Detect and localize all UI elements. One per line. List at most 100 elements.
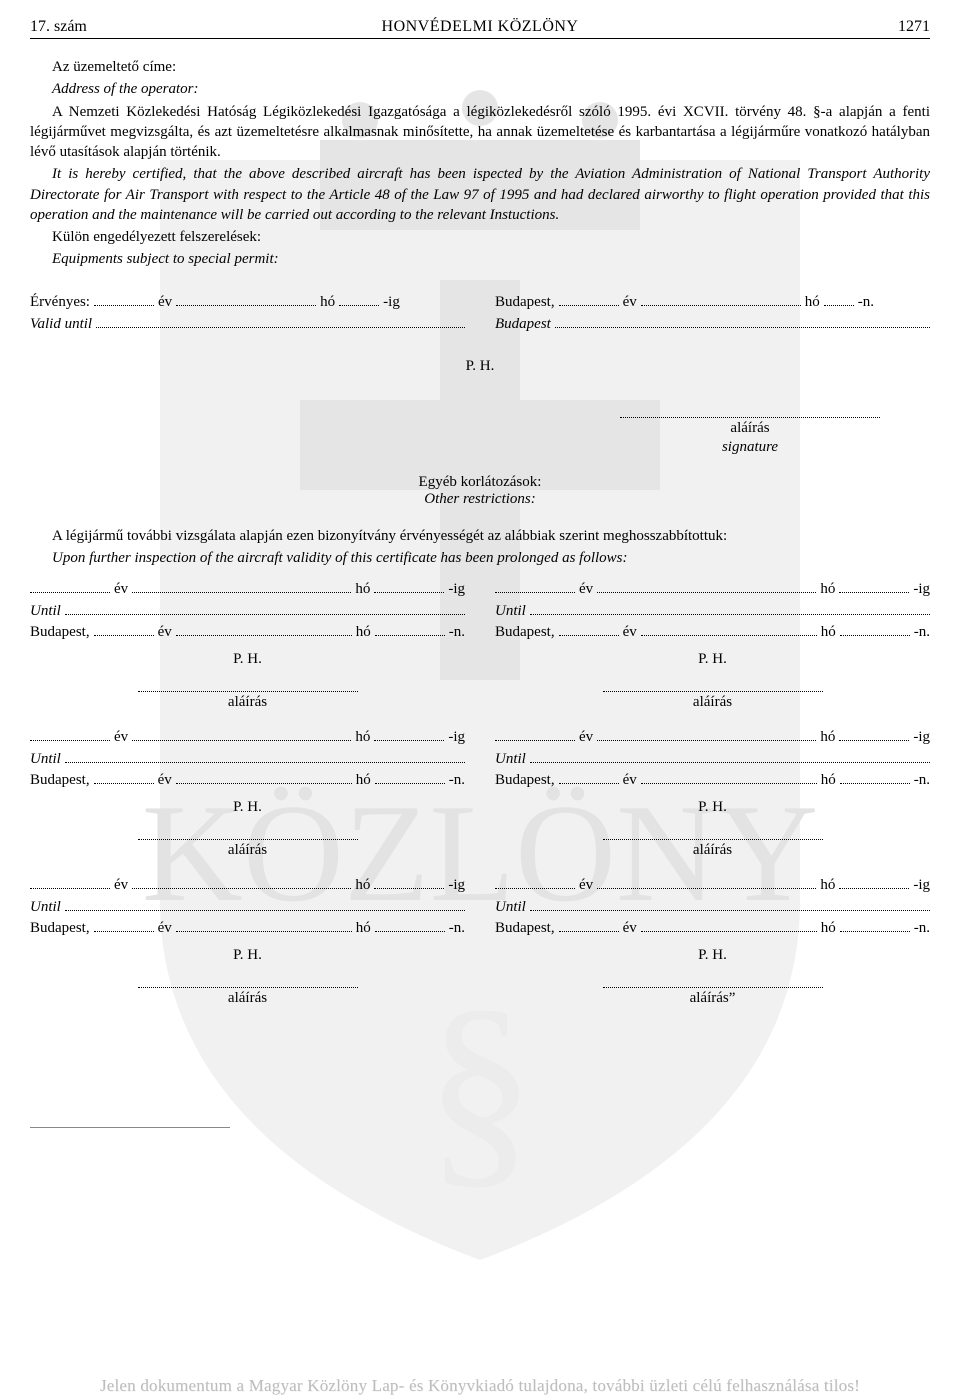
dots [559, 771, 619, 785]
budapest-ev: év [623, 294, 637, 311]
signature-line [603, 826, 823, 840]
extension-cell: év hó -ig Until Budapest, év hó -n. P. H… [495, 571, 930, 711]
extension-grid: év hó -ig Until Budapest, év hó -n. P. H… [30, 571, 930, 1007]
dots [65, 749, 465, 763]
dots [30, 728, 110, 742]
dots [495, 876, 575, 890]
prolong-en: Upon further inspection of the aircraft … [30, 548, 930, 568]
footer-rule [30, 1127, 230, 1128]
header-page-number: 1271 [810, 18, 930, 36]
budapest-ho: hó [805, 294, 820, 311]
budapest-n: -n. [858, 294, 874, 311]
prolong-hu: A légijármű további vizsgálata alapján e… [30, 526, 930, 546]
dots [597, 728, 816, 742]
dots [641, 623, 817, 637]
dots [839, 580, 909, 594]
ph-label: P. H. [30, 799, 465, 816]
signature-hu: aláírás [30, 842, 465, 859]
header-title: HONVÉDELMI KÖZLÖNY [150, 18, 810, 36]
dots [597, 876, 816, 890]
dots [840, 623, 910, 637]
ph-label: P. H. [495, 799, 930, 816]
dots [65, 601, 465, 615]
signature-line [138, 678, 358, 692]
dots [374, 876, 444, 890]
operator-title-en: Address of the operator: [30, 79, 930, 99]
dots [840, 919, 910, 933]
page-header: 17. szám HONVÉDELMI KÖZLÖNY 1271 [30, 18, 930, 39]
dots [641, 771, 817, 785]
footer-text: Jelen dokumentum a Magyar Közlöny Lap- é… [0, 1376, 960, 1396]
signature-hu: aláírás [495, 694, 930, 711]
dots [839, 876, 909, 890]
dots [339, 293, 379, 307]
other-restrictions-en: Other restrictions: [30, 491, 930, 508]
dots [375, 919, 445, 933]
signature-line [603, 974, 823, 988]
dots [176, 623, 352, 637]
ph-label: P. H. [495, 947, 930, 964]
extension-cell: év hó -ig Until Budapest, év hó -n. P. H… [495, 719, 930, 859]
signature-line [603, 678, 823, 692]
dots [839, 728, 909, 742]
dots [94, 623, 154, 637]
budapest-hu: Budapest, [495, 294, 555, 311]
dots [132, 876, 351, 890]
other-restrictions: Egyéb korlátozások: Other restrictions: [30, 474, 930, 508]
dots [641, 919, 817, 933]
signature-hu: aláírás [570, 420, 930, 437]
signature-hu: aláírás [495, 842, 930, 859]
signature-en: signature [570, 439, 930, 456]
signature-hu: aláírás” [495, 990, 930, 1007]
dots [30, 580, 110, 594]
extension-cell: év hó -ig Until Budapest, év hó -n. P. H… [495, 867, 930, 1007]
dots [375, 771, 445, 785]
dots [96, 314, 465, 328]
dots [559, 919, 619, 933]
ph-label: P. H. [30, 651, 465, 668]
extension-cell: év hó -ig Until Budapest, év hó -n. P. H… [30, 867, 465, 1007]
valid-ev: év [158, 294, 172, 311]
dots [94, 293, 154, 307]
cert-para-en: It is hereby certified, that the above d… [30, 164, 930, 225]
dots [374, 580, 444, 594]
dots [495, 580, 575, 594]
dots [495, 728, 575, 742]
valid-label-hu: Érvényes: [30, 294, 90, 311]
dots [176, 771, 352, 785]
operator-title-hu: Az üzemeltető címe: [30, 57, 930, 77]
valid-label-en: Valid until [30, 316, 92, 333]
valid-ho: hó [320, 294, 335, 311]
equip-hu: Külön engedélyezett felszerelések: [30, 227, 930, 247]
dots [641, 293, 801, 307]
equip-en: Equipments subject to special permit: [30, 249, 930, 269]
other-restrictions-hu: Egyéb korlátozások: [30, 474, 930, 491]
dots [94, 919, 154, 933]
dots [375, 623, 445, 637]
budapest-block: Budapest, év hó -n. Budapest [495, 290, 930, 336]
budapest-en: Budapest [495, 316, 551, 333]
ph-label: P. H. [30, 358, 930, 375]
dots [530, 897, 930, 911]
ph-label: P. H. [495, 651, 930, 668]
dots [555, 314, 930, 328]
dots [824, 293, 854, 307]
dots [65, 897, 465, 911]
extension-cell: év hó -ig Until Budapest, év hó -n. P. H… [30, 571, 465, 711]
dots [132, 728, 351, 742]
dots [176, 919, 352, 933]
dots [559, 293, 619, 307]
valid-block: Érvényes: év hó -ig Valid until [30, 290, 465, 336]
extension-cell: év hó -ig Until Budapest, év hó -n. P. H… [30, 719, 465, 859]
dots [597, 580, 816, 594]
dots [132, 580, 351, 594]
signature-line [138, 826, 358, 840]
signature-line [620, 405, 880, 419]
signature-hu: aláírás [30, 990, 465, 1007]
valid-ig: -ig [383, 294, 400, 311]
cert-para-hu: A Nemzeti Közlekedési Hatóság Légiközlek… [30, 102, 930, 163]
dots [176, 293, 316, 307]
header-issue: 17. szám [30, 18, 150, 36]
dots [530, 601, 930, 615]
dots [530, 749, 930, 763]
